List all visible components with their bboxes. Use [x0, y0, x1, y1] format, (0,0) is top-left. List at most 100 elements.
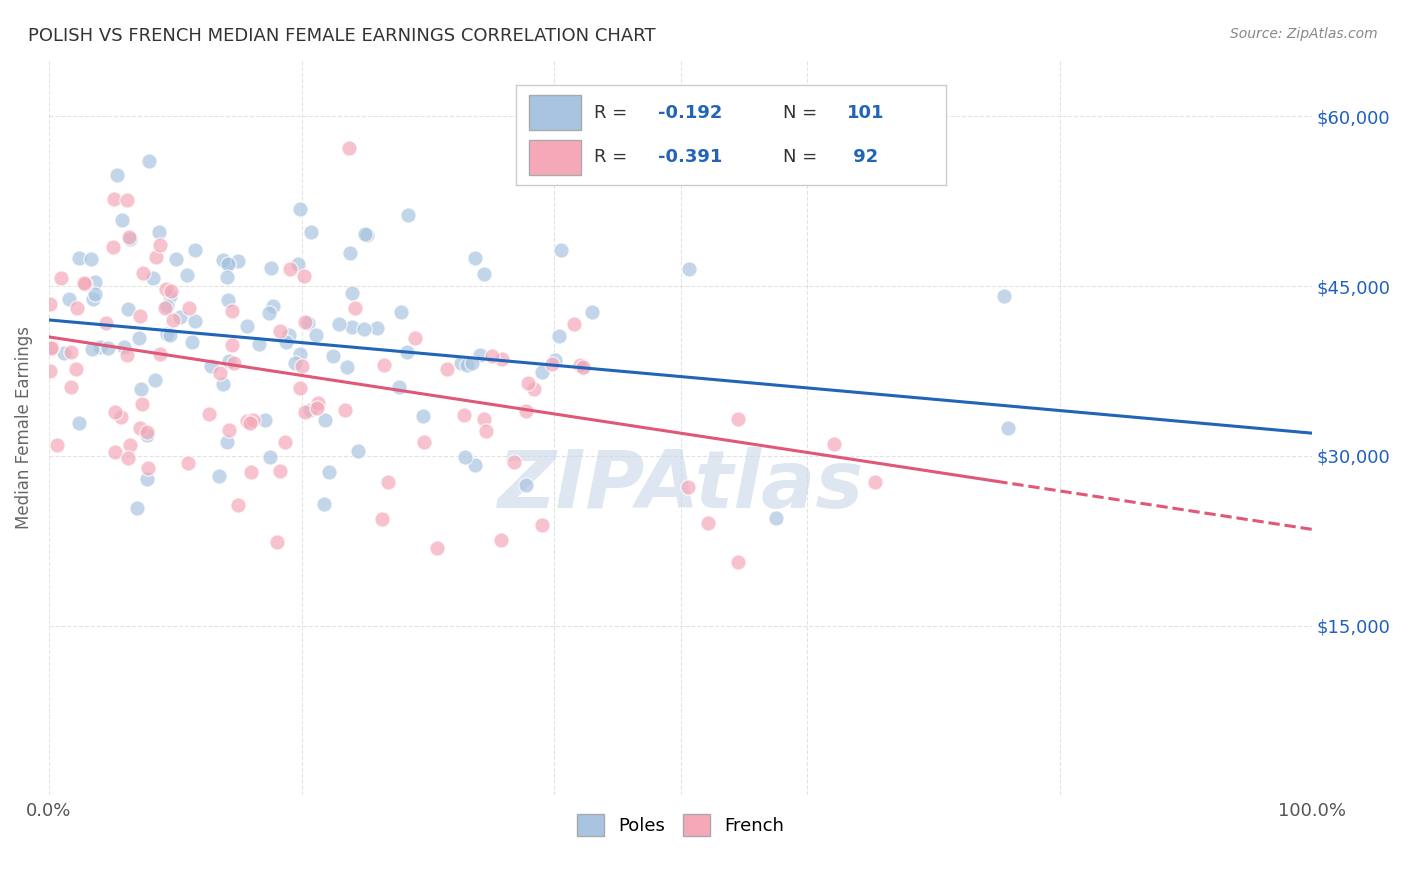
Point — [49, 271, 72, 285]
Point — [136, 461, 159, 475]
Point — [678, 261, 700, 276]
Point — [165, 252, 187, 267]
Point — [136, 427, 159, 442]
Point — [224, 356, 246, 370]
Point — [260, 261, 283, 276]
Text: ZIPAtlas: ZIPAtlas — [498, 448, 863, 525]
Point — [148, 225, 170, 239]
Point — [353, 227, 375, 241]
Point — [269, 324, 291, 338]
Point — [863, 475, 886, 490]
Point — [117, 451, 139, 466]
Point — [274, 435, 297, 450]
Point — [101, 240, 124, 254]
Point — [262, 299, 284, 313]
Point — [259, 450, 281, 465]
Y-axis label: Median Female Earnings: Median Female Earnings — [15, 326, 32, 529]
Point — [115, 348, 138, 362]
Point — [581, 305, 603, 319]
Point — [353, 322, 375, 336]
Point — [149, 347, 172, 361]
Point — [389, 305, 412, 319]
Point — [125, 501, 148, 516]
Point — [80, 342, 103, 356]
Point — [697, 516, 720, 530]
Point — [377, 475, 399, 490]
Point — [236, 318, 259, 333]
Point — [395, 345, 418, 359]
Point — [347, 444, 370, 458]
Text: POLISH VS FRENCH MEDIAN FEMALE EARNINGS CORRELATION CHART: POLISH VS FRENCH MEDIAN FEMALE EARNINGS … — [28, 27, 655, 45]
Point — [105, 169, 128, 183]
Point — [104, 405, 127, 419]
Point — [218, 354, 240, 368]
Point — [155, 282, 177, 296]
Point — [291, 359, 314, 374]
Point — [82, 292, 104, 306]
Point — [426, 541, 449, 556]
Point — [211, 377, 233, 392]
Point — [217, 435, 239, 450]
Point — [475, 424, 498, 438]
Point — [283, 356, 305, 370]
Point — [208, 366, 231, 380]
Point — [65, 362, 87, 376]
Point — [226, 253, 249, 268]
Point — [153, 301, 176, 315]
Point — [89, 340, 111, 354]
Point — [305, 328, 328, 343]
Point — [181, 334, 204, 349]
Point — [489, 533, 512, 547]
Point — [336, 360, 359, 375]
Point — [290, 381, 312, 395]
Point — [727, 555, 749, 569]
Point — [472, 267, 495, 281]
Point — [97, 341, 120, 355]
Point — [221, 304, 243, 318]
Point — [454, 450, 477, 464]
Point — [128, 421, 150, 435]
Point — [159, 289, 181, 303]
Point — [318, 466, 340, 480]
Point — [541, 357, 564, 371]
Point — [218, 423, 240, 437]
Point — [103, 192, 125, 206]
Point — [516, 376, 538, 390]
Point — [118, 438, 141, 452]
Point — [242, 413, 264, 427]
Point — [215, 270, 238, 285]
Point — [208, 469, 231, 483]
Point — [117, 302, 139, 317]
Point — [58, 292, 80, 306]
Point — [39, 341, 62, 355]
Point — [104, 445, 127, 459]
Legend: Poles, French: Poles, French — [568, 805, 793, 846]
Point — [572, 361, 595, 376]
Point — [217, 256, 239, 270]
Point — [531, 517, 554, 532]
Point — [94, 317, 117, 331]
Point — [239, 417, 262, 431]
Point — [112, 339, 135, 353]
Point — [373, 359, 395, 373]
Point — [145, 250, 167, 264]
Point — [388, 380, 411, 394]
Point — [366, 320, 388, 334]
Point — [299, 402, 322, 417]
Point — [257, 306, 280, 320]
Point — [111, 213, 134, 227]
Point — [142, 270, 165, 285]
Point — [342, 285, 364, 300]
Point — [198, 408, 221, 422]
Point — [412, 409, 434, 423]
Point — [115, 193, 138, 207]
Point — [474, 412, 496, 426]
Point — [356, 228, 378, 243]
Point — [176, 268, 198, 282]
Text: Source: ZipAtlas.com: Source: ZipAtlas.com — [1230, 27, 1378, 41]
Point — [39, 297, 62, 311]
Point — [235, 414, 257, 428]
Point — [436, 361, 458, 376]
Point — [226, 498, 249, 512]
Point — [993, 289, 1015, 303]
